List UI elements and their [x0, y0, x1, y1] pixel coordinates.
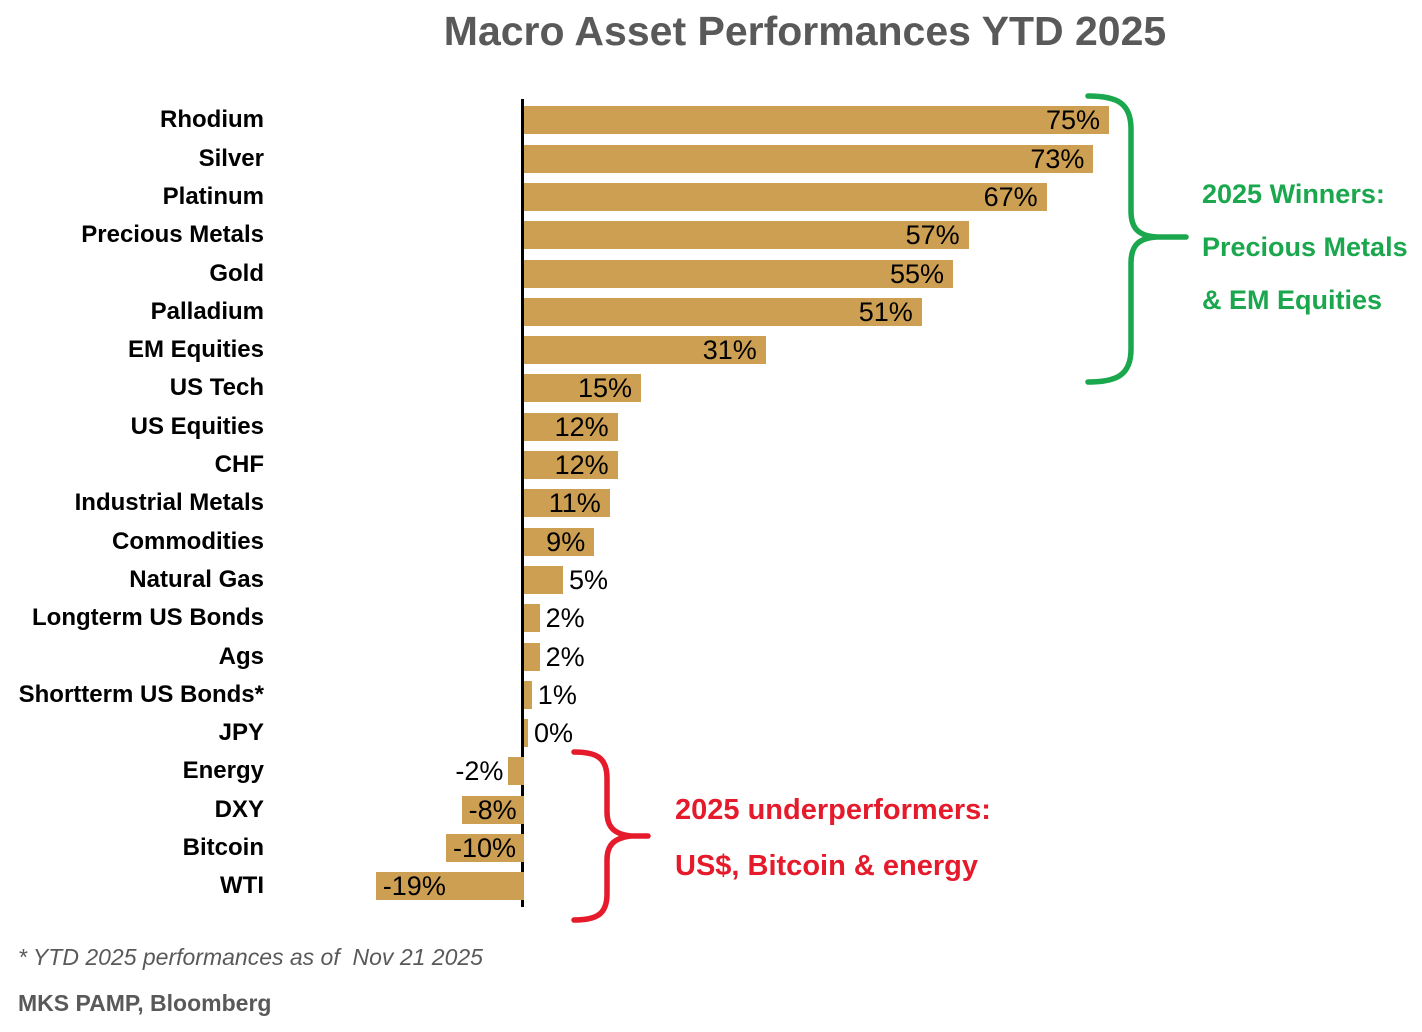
category-label: Natural Gas — [129, 565, 264, 593]
category-label: EM Equities — [127, 336, 264, 364]
category-label: Palladium — [150, 297, 264, 325]
value-label: -19% — [382, 871, 446, 902]
source-credit: MKS PAMP, Bloomberg — [18, 990, 272, 1016]
value-axis-line — [521, 99, 524, 907]
category-label: Industrial Metals — [74, 489, 264, 517]
bar — [524, 451, 618, 479]
bar — [524, 489, 610, 518]
footnote: * YTD 2025 performances as of Nov 21 202… — [18, 944, 483, 970]
value-label: 55% — [889, 258, 944, 289]
bar — [524, 374, 641, 403]
value-label: 2% — [545, 641, 585, 672]
category-label: Platinum — [162, 182, 264, 210]
value-label: 12% — [554, 450, 609, 480]
category-label: WTI — [220, 872, 264, 900]
value-label: 51% — [858, 296, 913, 327]
category-label: DXY — [214, 795, 264, 823]
value-label: 57% — [905, 220, 960, 251]
bar — [524, 221, 969, 250]
bar — [524, 144, 1094, 173]
winners-line-1: 2025 Winners: — [1202, 179, 1385, 209]
value-label: -2% — [455, 756, 504, 787]
bar — [524, 527, 595, 556]
category-label: Bitcoin — [182, 834, 264, 861]
value-label: 5% — [569, 564, 609, 595]
value-label: -8% — [468, 794, 517, 825]
underperformers-brace-icon — [571, 749, 651, 923]
bar — [375, 872, 524, 901]
bar — [524, 297, 922, 326]
category-label: CHF — [214, 451, 264, 478]
category-label: Silver — [198, 144, 264, 172]
bar — [524, 604, 540, 633]
category-label: JPY — [218, 719, 264, 747]
category-label: Gold — [209, 259, 264, 287]
bar — [524, 182, 1047, 211]
bar — [524, 412, 618, 441]
value-label: 11% — [548, 488, 601, 519]
category-label: US Equities — [130, 412, 264, 440]
value-label: 67% — [983, 181, 1038, 212]
category-label: Rhodium — [160, 106, 264, 134]
value-label: 31% — [702, 335, 757, 366]
value-label: 75% — [1045, 105, 1100, 136]
category-label: Shortterm US Bonds* — [18, 680, 264, 708]
bar — [524, 259, 953, 288]
bar — [524, 565, 563, 594]
category-label: Ags — [218, 642, 264, 670]
underperformers-line-2: US$, Bitcoin & energy — [675, 850, 978, 882]
category-label: Commodities — [111, 527, 264, 555]
bar — [524, 680, 532, 709]
winners-annotation: 2025 Winners: Precious Metals & EM Equit… — [1202, 168, 1408, 327]
bar — [524, 336, 766, 365]
underperformers-line-1: 2025 underperformers: — [675, 794, 991, 826]
category-label: Longterm US Bonds — [32, 604, 264, 632]
bar — [508, 757, 524, 786]
bar — [524, 106, 1109, 135]
bar — [461, 795, 524, 824]
bar — [524, 642, 540, 671]
value-label: 1% — [537, 679, 577, 710]
value-label: 2% — [545, 603, 585, 634]
category-label: US Tech — [169, 374, 264, 402]
bar — [524, 719, 528, 748]
value-label: 12% — [554, 411, 609, 442]
winners-brace-icon — [1085, 93, 1189, 385]
winners-line-2: Precious Metals — [1202, 232, 1408, 262]
value-label: 73% — [1030, 143, 1085, 174]
underperformers-annotation: 2025 underperformers: US$, Bitcoin & ene… — [675, 782, 991, 894]
bar — [446, 834, 524, 862]
value-label: -10% — [453, 833, 517, 863]
category-label: Energy — [182, 757, 264, 785]
chart-title: Macro Asset Performances YTD 2025 — [443, 8, 1167, 54]
value-label: 15% — [577, 373, 632, 404]
winners-line-3: & EM Equities — [1202, 285, 1383, 315]
category-label: Precious Metals — [81, 221, 264, 249]
value-label: 0% — [534, 718, 574, 749]
value-label: 9% — [546, 526, 586, 557]
